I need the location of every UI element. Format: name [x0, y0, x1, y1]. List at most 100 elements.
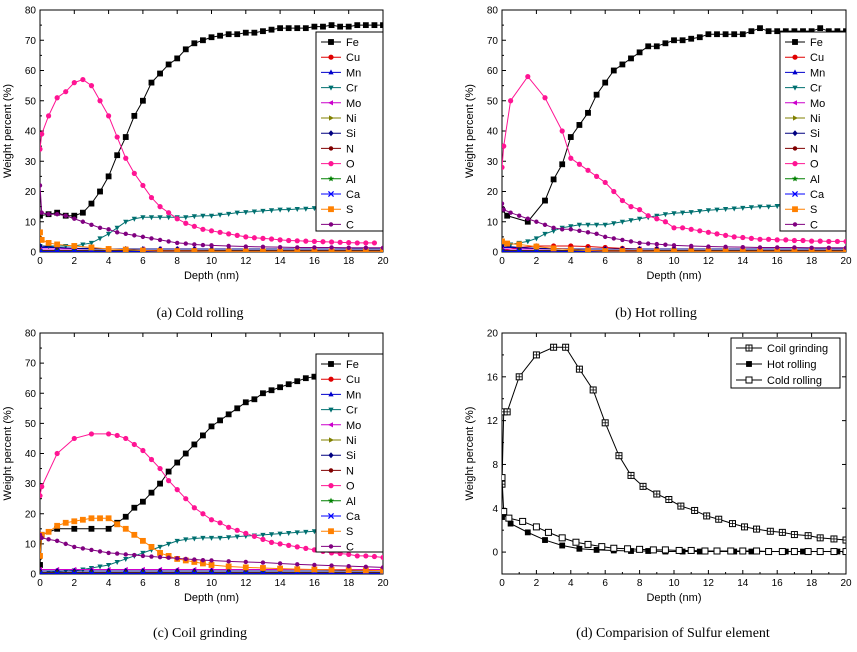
legend-item: S	[785, 204, 817, 216]
legend-label: Ni	[346, 113, 356, 125]
data-point	[611, 236, 616, 241]
data-point	[234, 210, 240, 216]
data-point	[804, 548, 812, 556]
legend-item: N	[321, 465, 354, 477]
y-tick-label: 20	[487, 187, 499, 198]
data-point	[131, 170, 137, 176]
data-point	[40, 131, 45, 137]
data-point	[843, 238, 846, 245]
data-point	[63, 89, 69, 95]
data-point	[525, 216, 530, 221]
data-point	[757, 245, 763, 250]
data-point	[320, 239, 326, 245]
legend-label: Cr	[346, 83, 358, 95]
data-point	[593, 91, 600, 98]
data-point	[585, 230, 591, 235]
legend-item: Cr	[321, 405, 358, 417]
data-point	[251, 533, 257, 539]
data-point	[63, 541, 68, 547]
data-point	[71, 525, 78, 532]
data-point	[714, 31, 720, 38]
data-point	[132, 233, 137, 238]
data-point	[251, 209, 257, 215]
series-cold-rolling	[502, 474, 846, 556]
legend-item: Mn	[321, 389, 361, 401]
data-point	[242, 399, 249, 406]
data-point	[54, 538, 60, 544]
data-point	[114, 230, 120, 235]
x-tick-label: 4	[568, 256, 574, 267]
data-point	[286, 542, 292, 548]
data-point	[748, 235, 755, 241]
data-point	[380, 0, 385, 3]
data-point	[277, 531, 283, 537]
data-point	[507, 520, 514, 527]
data-point	[645, 213, 651, 219]
data-point	[114, 152, 121, 159]
x-tick-label: 14	[737, 256, 749, 267]
legend-label: Si	[346, 128, 356, 140]
data-point	[723, 232, 729, 238]
data-point	[842, 536, 846, 544]
data-point	[140, 234, 146, 240]
data-point	[611, 221, 617, 227]
legend-item: Al	[321, 496, 356, 508]
legend-label: Cu	[346, 52, 360, 64]
series-fe	[502, 25, 846, 225]
data-point	[830, 548, 838, 556]
data-point	[106, 562, 112, 568]
data-point	[140, 447, 146, 454]
data-point	[753, 547, 761, 555]
legend-item: Ni	[321, 113, 356, 125]
data-point	[200, 37, 206, 44]
data-point	[54, 522, 61, 529]
legend-marker	[745, 344, 753, 352]
x-tick-label: 16	[309, 578, 321, 589]
legend-item: Si	[321, 450, 356, 462]
data-point	[286, 237, 292, 244]
data-point	[713, 547, 721, 555]
legend-item: Fe	[321, 359, 359, 371]
legend-marker	[328, 130, 334, 137]
data-point	[40, 553, 43, 559]
data-point	[533, 243, 540, 250]
data-point	[817, 25, 824, 32]
data-point	[619, 197, 626, 204]
data-point	[242, 29, 249, 36]
legend-label: C	[346, 219, 354, 231]
legend-label: Al	[346, 496, 356, 508]
x-tick-label: 10	[206, 256, 218, 267]
data-point	[302, 375, 309, 382]
data-point	[504, 212, 511, 219]
data-point	[757, 204, 763, 210]
x-tick-label: 8	[174, 256, 180, 267]
legend-marker	[328, 54, 334, 60]
data-point	[97, 98, 103, 104]
data-point	[568, 227, 573, 232]
data-point	[504, 240, 511, 247]
data-point	[226, 559, 231, 564]
x-tick-label: 8	[637, 256, 643, 267]
legend-label: Mo	[346, 420, 361, 432]
legend-marker	[792, 39, 798, 45]
x-tick-label: 6	[602, 256, 608, 267]
y-tick-label: 60	[25, 66, 37, 77]
data-point	[380, 565, 383, 570]
legend-item: Ca	[321, 189, 361, 201]
data-point	[243, 234, 249, 240]
x-tick-label: 10	[206, 578, 218, 589]
chart-panel-1: 0 2 4 6 8 10 12 14 16 18 20 0 10 20 30 40 50 60 70 80 Depth …	[2, 0, 389, 322]
data-point	[174, 538, 180, 544]
data-point	[705, 208, 711, 214]
data-point	[380, 245, 383, 250]
data-point	[680, 225, 686, 231]
data-point	[346, 245, 351, 250]
data-point	[533, 248, 540, 252]
data-point	[260, 536, 266, 542]
data-point	[260, 565, 266, 571]
data-point	[637, 207, 643, 213]
data-point	[88, 515, 95, 522]
data-point	[148, 194, 155, 201]
data-point	[106, 550, 111, 556]
